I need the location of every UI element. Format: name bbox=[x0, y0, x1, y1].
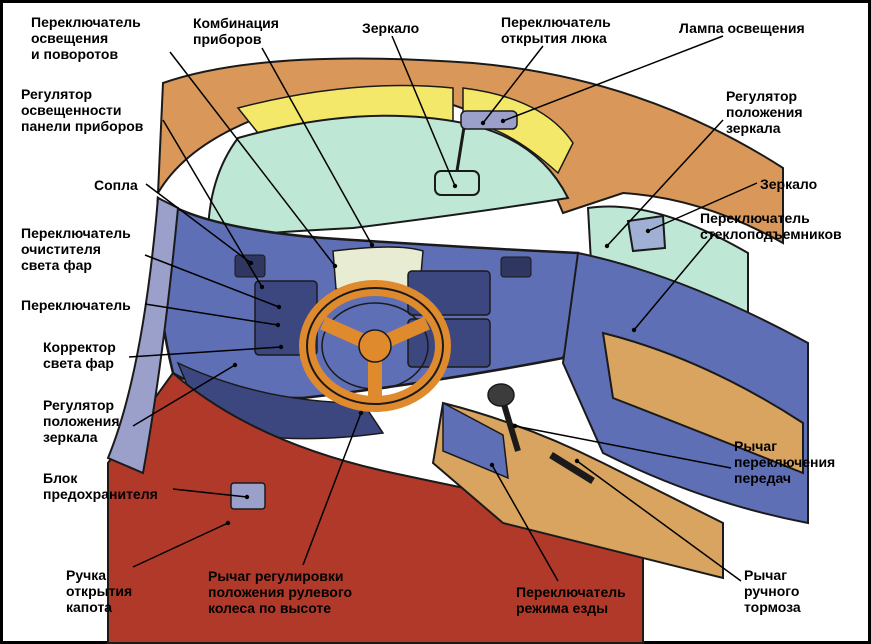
leader-dot-mirror_side bbox=[646, 229, 650, 233]
leader-lines-layer bbox=[3, 3, 871, 644]
leader-dot-interior_lamp bbox=[501, 119, 505, 123]
leader-dot-hood_release bbox=[226, 521, 230, 525]
leader-dot-headlight_corrector bbox=[279, 345, 283, 349]
leader-hood_release bbox=[133, 523, 228, 567]
leader-interior_lamp bbox=[503, 36, 723, 121]
leader-drive_mode bbox=[492, 465, 558, 581]
leader-dot-mirror_adjust_left bbox=[233, 363, 237, 367]
leader-dot-vents bbox=[249, 261, 253, 265]
leader-dot-fuse_block bbox=[245, 495, 249, 499]
leader-window_switch bbox=[634, 233, 715, 330]
leader-dot-panel_brightness bbox=[260, 285, 264, 289]
leader-dot-headlight_washer bbox=[277, 305, 281, 309]
leader-dot-switch_generic bbox=[276, 323, 280, 327]
leader-dot-mirror_adjust_right bbox=[605, 244, 609, 248]
leader-dot-handbrake bbox=[575, 459, 579, 463]
diagram-stage: Переключатель освещения и поворотовКомби… bbox=[0, 0, 871, 644]
leader-dot-mirror_center bbox=[453, 184, 457, 188]
leader-headlight_corrector bbox=[129, 347, 281, 357]
leader-dot-sunroof_switch bbox=[481, 121, 485, 125]
leader-dot-drive_mode bbox=[490, 463, 494, 467]
leader-gear_lever bbox=[515, 426, 731, 468]
leader-vents bbox=[146, 184, 251, 263]
leader-dot-window_switch bbox=[632, 328, 636, 332]
leader-mirror_side bbox=[648, 183, 757, 231]
leader-sunroof_switch bbox=[483, 46, 543, 123]
leader-mirror_adjust_left bbox=[133, 365, 235, 426]
leader-instrument_cluster bbox=[262, 48, 372, 245]
leader-turn_light_switch bbox=[170, 52, 335, 266]
leader-dot-instrument_cluster bbox=[370, 243, 374, 247]
leader-panel_brightness bbox=[163, 120, 262, 287]
leader-switch_generic bbox=[145, 304, 278, 325]
leader-dot-turn_light_switch bbox=[333, 264, 337, 268]
leader-dot-gear_lever bbox=[513, 424, 517, 428]
leader-mirror_center bbox=[392, 36, 455, 186]
leader-dot-wheel_tilt bbox=[359, 411, 363, 415]
leader-handbrake bbox=[577, 461, 741, 581]
leader-wheel_tilt bbox=[303, 413, 361, 565]
leader-fuse_block bbox=[173, 489, 247, 497]
leader-mirror_adjust_right bbox=[607, 120, 723, 246]
